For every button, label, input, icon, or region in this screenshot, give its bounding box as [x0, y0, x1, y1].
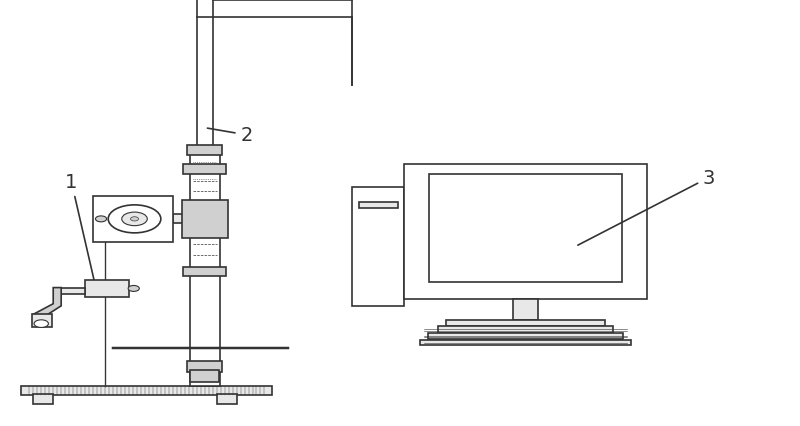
Circle shape — [34, 320, 49, 328]
Bar — [358, 203, 398, 209]
Bar — [420, 340, 631, 345]
Bar — [187, 145, 222, 156]
Circle shape — [95, 216, 106, 222]
Bar — [428, 334, 623, 339]
Bar — [182, 200, 228, 239]
Bar — [190, 371, 219, 382]
Polygon shape — [34, 288, 61, 319]
Bar — [22, 386, 273, 395]
Text: 2: 2 — [207, 126, 253, 145]
Circle shape — [108, 205, 161, 233]
Bar — [190, 154, 220, 386]
Bar — [187, 361, 222, 372]
Bar — [57, 288, 85, 294]
Bar — [352, 187, 404, 306]
Bar — [32, 314, 52, 327]
Bar — [446, 320, 606, 326]
Bar — [183, 267, 226, 276]
Bar — [513, 300, 538, 320]
Circle shape — [122, 213, 147, 226]
Bar — [404, 164, 647, 300]
Text: 3: 3 — [578, 168, 715, 245]
Bar — [217, 394, 237, 404]
Bar — [430, 175, 622, 283]
Bar — [173, 214, 190, 224]
Circle shape — [130, 217, 138, 222]
Circle shape — [128, 286, 139, 292]
Text: 1: 1 — [65, 173, 97, 291]
Bar — [194, 268, 214, 386]
Bar — [34, 394, 54, 404]
Bar — [85, 280, 129, 298]
Bar — [93, 196, 173, 243]
Bar — [438, 326, 614, 333]
Bar — [183, 164, 226, 175]
